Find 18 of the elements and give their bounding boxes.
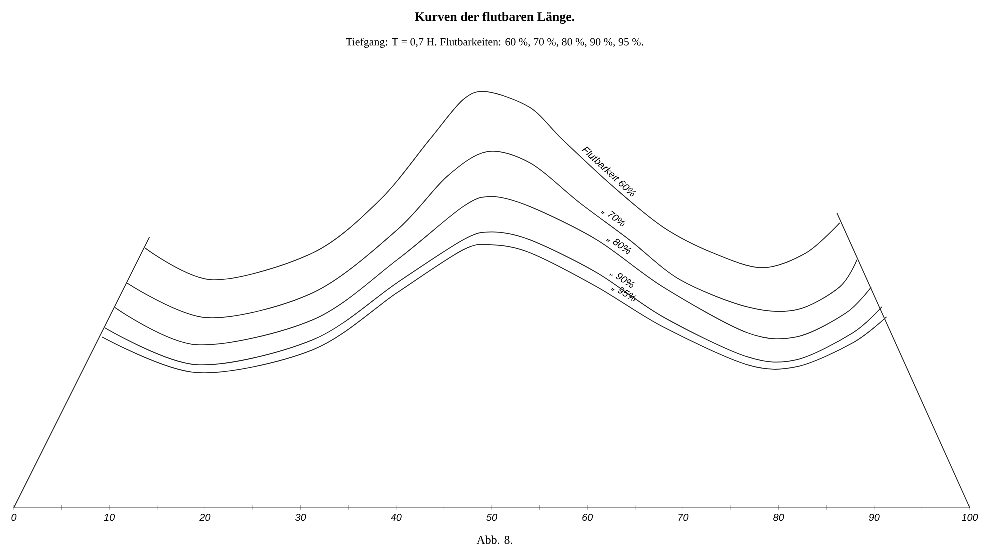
chart-subtitle: Tiefgang: T = 0,7 H. Flutbarkeiten: 60 %, 70 %, 80 %, 90 %, 95 %. — [346, 38, 644, 48]
chart-title: Kurven der flutbaren Länge. — [415, 12, 575, 24]
caption: Abb. 8. — [476, 536, 512, 544]
x-tick-label: 0 — [12, 514, 17, 522]
x-tick-label: 100 — [962, 514, 978, 522]
text: „ 80% — [606, 239, 632, 254]
x-tick-label: 10 — [104, 514, 116, 522]
x-tick-label: 70 — [678, 514, 689, 522]
x-tick-label: 80 — [774, 514, 784, 522]
x-tick-label: 60 — [582, 514, 594, 522]
text: „ 95% — [611, 288, 637, 302]
x-tick-label: 90 — [869, 514, 880, 522]
x-tick-label: 50 — [486, 514, 498, 522]
x-tick-label: 40 — [390, 514, 402, 522]
x-tick-label: 20 — [200, 514, 211, 522]
x-tick-label: 30 — [295, 514, 306, 522]
text: „ 70% — [600, 210, 626, 226]
text: „ 90% — [609, 273, 635, 288]
